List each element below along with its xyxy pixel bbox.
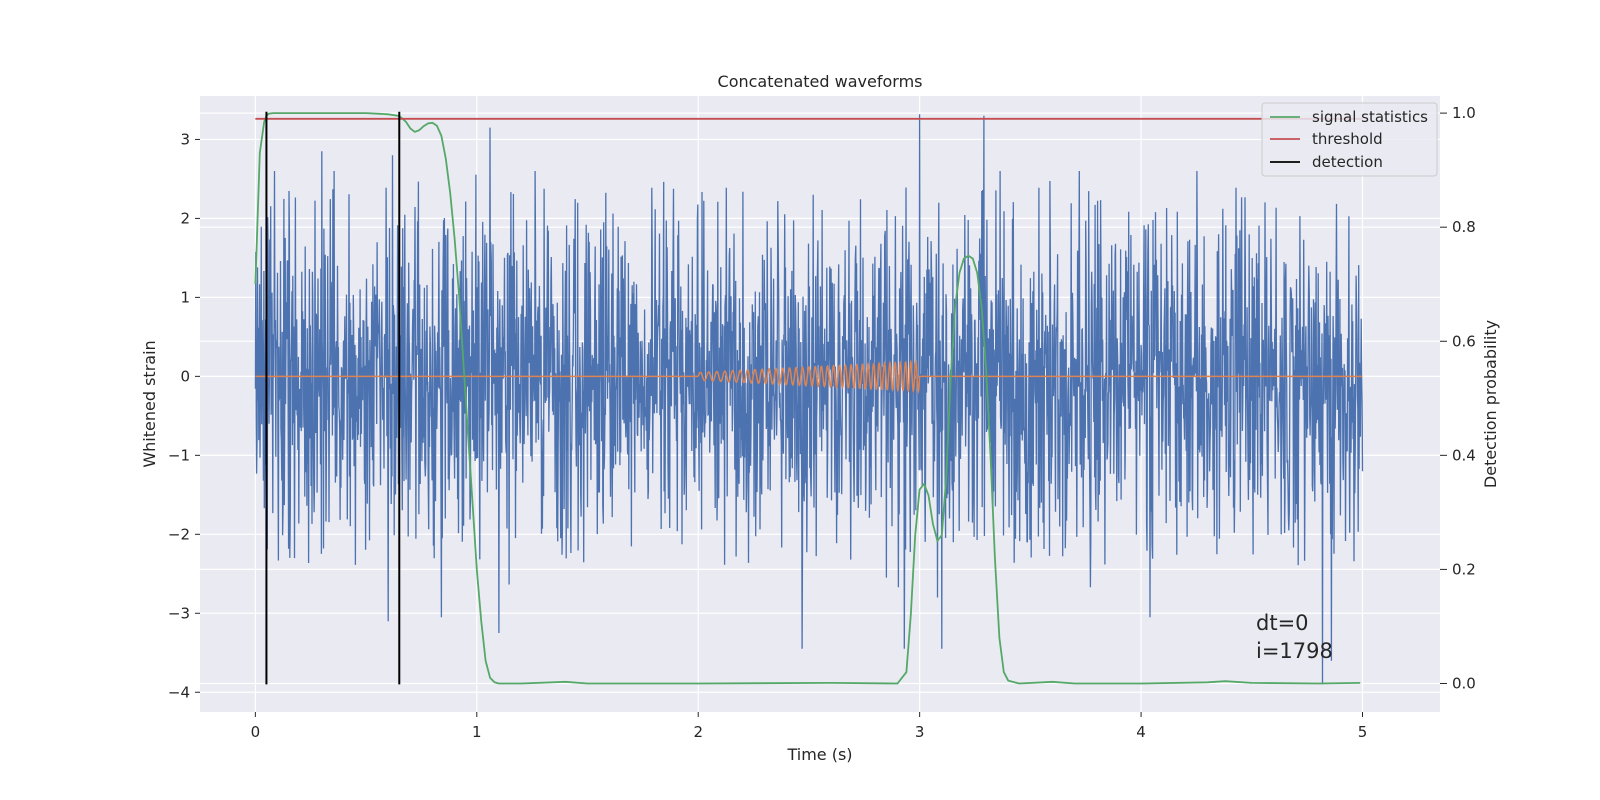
annotation-i: i=1798 <box>1256 639 1333 663</box>
y-tick-label-1: −3 <box>168 604 190 622</box>
y-tick-label-3: −1 <box>168 446 190 464</box>
legend-box <box>1261 102 1438 177</box>
legend-label-threshold: threshold <box>1312 130 1383 148</box>
x-axis-label: Time (s) <box>786 745 852 764</box>
x-tick-label-5: 5 <box>1358 723 1368 741</box>
y2-tick-label-5: 1.0 <box>1452 104 1476 122</box>
y-tick-label-2: −2 <box>168 525 190 543</box>
legend-label-detection: detection <box>1312 153 1383 171</box>
y-tick-label-7: 3 <box>180 130 190 148</box>
x-tick-label-0: 0 <box>251 723 261 741</box>
legend: signal statistics threshold detection <box>1261 102 1438 177</box>
series-whitened-strain <box>254 114 1364 685</box>
x-tick-label-1: 1 <box>472 723 482 741</box>
y-tick-label-5: 1 <box>180 288 190 306</box>
legend-label-signal-statistics: signal statistics <box>1312 108 1428 126</box>
y2-tick-label-1: 0.2 <box>1452 560 1476 578</box>
y2-axis-label: Detection probability <box>1481 320 1500 488</box>
y2-tick-label-4: 0.8 <box>1452 218 1476 236</box>
y-tick-label-0: −4 <box>168 683 190 701</box>
x-tick-label-2: 2 <box>693 723 703 741</box>
y-axis-label: Whitened strain <box>140 340 159 467</box>
series-signal-statistics <box>254 112 1361 685</box>
annotation-dt: dt=0 <box>1256 611 1309 635</box>
y2-tick-label-2: 0.4 <box>1452 446 1476 464</box>
ticks: 0 1 2 3 4 5 −4 −3 −2 −1 0 1 2 3 0.0 0.2 0.4 0.6 0.8 1.0 <box>168 104 1476 741</box>
y2-tick-label-3: 0.6 <box>1452 332 1476 350</box>
y-tick-label-6: 2 <box>180 209 190 227</box>
series-template <box>255 358 1363 395</box>
chart-title: Concatenated waveforms <box>718 72 923 91</box>
series-layer <box>254 111 1364 685</box>
x-tick-label-4: 4 <box>1136 723 1146 741</box>
y2-tick-label-0: 0.0 <box>1452 674 1476 692</box>
x-tick-label-3: 3 <box>915 723 925 741</box>
y-tick-label-4: 0 <box>180 367 190 385</box>
